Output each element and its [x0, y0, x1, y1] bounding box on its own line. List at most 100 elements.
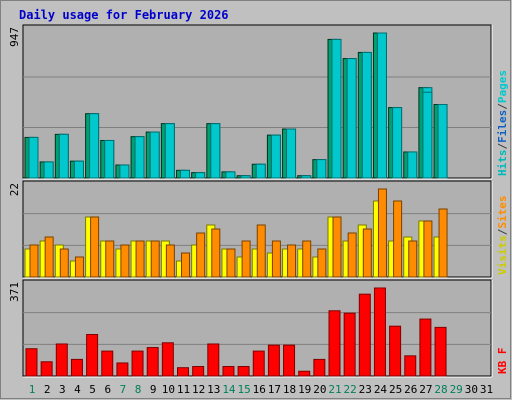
x-tick-label: 30	[465, 383, 478, 396]
x-tick-label: 22	[344, 383, 357, 396]
x-tick-label: 15	[237, 383, 250, 396]
bar-sites	[423, 220, 433, 278]
x-tick-label: 26	[404, 383, 417, 396]
x-tick-label: 17	[268, 383, 281, 396]
x-tick-label: 6	[104, 383, 111, 396]
bar-kb-f	[70, 358, 83, 377]
bar-kb-f	[328, 310, 341, 377]
bar-sites	[362, 228, 372, 278]
x-tick-label: 16	[253, 383, 266, 396]
bar-pages	[73, 160, 84, 179]
bar-pages	[149, 131, 160, 179]
bar-pages	[43, 161, 54, 179]
bar-sites	[317, 248, 327, 278]
bar-sites	[135, 240, 145, 278]
x-tick-label: 8	[135, 383, 142, 396]
bar-sites	[347, 232, 357, 278]
y-max-label: 947	[8, 27, 21, 47]
bar-sites	[211, 228, 221, 278]
bar-sites	[74, 256, 84, 278]
bar-pages	[361, 51, 372, 179]
legend: Hits/Files/Pages	[496, 70, 509, 176]
legend-item: /	[496, 228, 509, 235]
x-tick-label: 27	[419, 383, 432, 396]
bar-sites	[287, 244, 297, 278]
bar-kb-f	[177, 367, 189, 377]
legend: KB F	[496, 348, 509, 375]
bar-pages	[195, 172, 206, 179]
x-tick-label: 3	[59, 383, 66, 396]
bar-pages	[210, 123, 221, 179]
bar-kb-f	[116, 362, 129, 377]
bar-pages	[58, 133, 69, 179]
bar-pages	[119, 164, 130, 179]
y-max-label: 22	[8, 183, 21, 196]
bar-kb-f	[207, 343, 220, 377]
x-tick-label: 14	[222, 383, 236, 396]
bar-pages	[270, 134, 281, 179]
bar-kb-f	[283, 344, 296, 377]
bar-kb-f	[419, 318, 432, 377]
bar-pages	[437, 104, 448, 179]
bar-kb-f	[434, 326, 447, 377]
x-tick-label: 4	[74, 383, 81, 396]
bar-kb-f	[222, 366, 235, 377]
bar-sites	[150, 240, 160, 278]
legend-item: Visits	[496, 235, 509, 275]
bar-pages	[301, 175, 312, 179]
legend-item: /	[496, 143, 509, 150]
x-tick-label: 20	[313, 383, 326, 396]
bar-sites	[302, 240, 312, 278]
x-tick-label: 28	[434, 383, 447, 396]
y-max-label: 371	[8, 282, 21, 302]
bar-kb-f	[404, 355, 417, 377]
bar-pages	[286, 128, 297, 179]
bar-kb-f	[267, 344, 280, 377]
bar-pages	[89, 113, 100, 179]
bar-kb-f	[161, 342, 174, 377]
panel-top: 947 Hits/Files/Pages	[8, 24, 509, 180]
legend-item: Files	[496, 110, 509, 143]
bar-sites	[181, 252, 190, 278]
bar-kb-f	[298, 370, 311, 377]
bar-kb-f	[237, 366, 250, 377]
x-tick-label: 23	[359, 383, 372, 396]
panel-bottom: 371 KB F	[8, 279, 509, 378]
legend-item: Sites	[496, 196, 509, 229]
bar-sites	[90, 216, 100, 278]
bar-sites	[256, 224, 266, 278]
bar-pages	[28, 136, 39, 179]
bar-kb-f	[25, 348, 38, 377]
bar-pages	[422, 91, 433, 179]
bar-sites	[408, 240, 418, 278]
x-tick-label: 24	[374, 383, 388, 396]
bar-sites	[59, 248, 69, 278]
x-tick-label: 21	[328, 383, 341, 396]
legend-item: /	[496, 103, 509, 110]
bar-sites	[438, 208, 448, 278]
bar-pages	[240, 175, 251, 179]
bar-sites	[241, 240, 251, 278]
bar-pages	[225, 171, 236, 179]
x-tick-label: 1	[29, 383, 36, 396]
legend-item: KB F	[496, 348, 509, 375]
bar-sites	[226, 248, 236, 278]
bar-kb-f	[343, 312, 356, 377]
bar-sites	[29, 244, 39, 278]
bar-kb-f	[40, 361, 53, 377]
x-axis-labels: 1 2 3 4 5 6 7 8 9 10 11 12 13 14 15 16 17 18 19 20 21 22 23 24 2…	[29, 383, 493, 396]
bar-pages	[134, 136, 145, 179]
bar-kb-f	[358, 293, 371, 377]
x-tick-label: 12	[192, 383, 205, 396]
x-tick-label: 13	[207, 383, 220, 396]
x-tick-label: 31	[480, 383, 493, 396]
bar-pages	[346, 58, 357, 179]
bar-kb-f	[389, 325, 402, 377]
legend: Visits/Sites	[496, 196, 509, 276]
legend-item: Pages	[496, 70, 509, 103]
chart-title: Daily usage for February 2026	[19, 8, 229, 22]
bar-pages	[392, 107, 403, 179]
x-tick-label: 11	[177, 383, 190, 396]
bar-kb-f	[101, 350, 114, 377]
